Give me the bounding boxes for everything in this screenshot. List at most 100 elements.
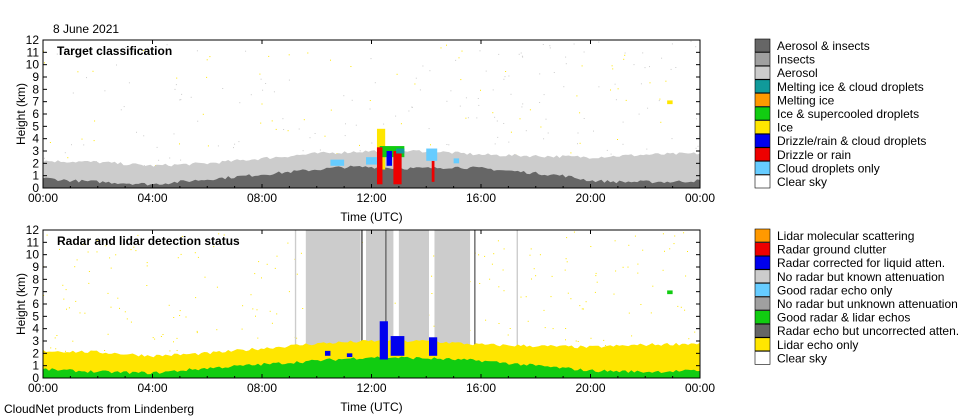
noise-speckle — [564, 269, 566, 271]
noise-speckle — [539, 102, 541, 103]
noise-speckle — [539, 254, 541, 256]
noise-speckle — [302, 150, 304, 152]
noise-speckle — [617, 88, 619, 90]
noise-speckle — [613, 293, 615, 295]
noise-speckle — [63, 298, 65, 300]
noise-speckle — [369, 108, 371, 110]
noise-speckle — [343, 95, 345, 97]
layer-aerosol-insects — [43, 165, 700, 188]
noise-speckle — [81, 138, 83, 140]
noise-speckle — [627, 266, 629, 268]
feature-radar-corrected-for-liquid-atten- — [390, 336, 405, 356]
legend-label: Clear sky — [777, 175, 827, 189]
noise-speckle — [359, 150, 361, 152]
x-tick-label: 12:00 — [356, 381, 386, 395]
feature-drizzle-or-rain — [393, 151, 402, 185]
noise-speckle — [146, 262, 148, 264]
noise-speckle — [56, 53, 58, 55]
noise-speckle — [49, 142, 51, 143]
band-no-radar-but-known-attenuation — [294, 230, 297, 378]
noise-speckle — [494, 116, 496, 118]
noise-speckle — [450, 90, 452, 92]
noise-speckle — [71, 144, 72, 146]
noise-speckle — [624, 52, 626, 54]
noise-speckle — [664, 250, 665, 252]
noise-speckle — [533, 268, 535, 270]
noise-speckle — [598, 86, 600, 88]
noise-speckle — [521, 106, 523, 108]
noise-speckle — [179, 143, 180, 145]
noise-speckle — [50, 347, 52, 349]
noise-speckle — [64, 152, 66, 154]
noise-speckle — [143, 165, 145, 167]
noise-speckle — [573, 43, 575, 45]
noise-speckle — [146, 285, 148, 286]
noise-speckle — [590, 246, 592, 247]
noise-speckle — [565, 56, 567, 58]
noise-speckle — [429, 70, 431, 72]
noise-speckle — [585, 301, 587, 303]
noise-speckle — [206, 59, 208, 61]
noise-speckle — [105, 245, 107, 247]
y-axis-label: Height (km) — [14, 273, 28, 335]
noise-speckle — [109, 257, 111, 259]
noise-speckle — [238, 141, 240, 143]
noise-speckle — [66, 308, 67, 310]
noise-speckle — [549, 47, 551, 49]
noise-speckle — [673, 243, 675, 245]
noise-speckle — [566, 237, 568, 239]
noise-speckle — [374, 82, 376, 84]
noise-speckle — [75, 300, 77, 302]
legend-label: Drizzle/rain & cloud droplets — [777, 134, 926, 148]
noise-speckle — [72, 340, 74, 342]
noise-speckle — [492, 112, 494, 114]
noise-speckle — [117, 297, 119, 299]
noise-speckle — [549, 45, 551, 47]
noise-speckle — [177, 257, 179, 259]
noise-speckle — [458, 57, 460, 59]
noise-speckle — [614, 83, 616, 85]
noise-speckle — [133, 246, 135, 248]
noise-speckle — [86, 77, 87, 79]
noise-speckle — [459, 105, 461, 107]
noise-speckle — [579, 112, 581, 114]
noise-speckle — [302, 308, 304, 309]
noise-speckle — [330, 109, 332, 111]
noise-speckle — [288, 291, 290, 293]
legend-label: Good radar & lidar echos — [777, 311, 910, 325]
noise-speckle — [566, 261, 568, 263]
noise-speckle — [581, 308, 583, 310]
noise-speckle — [509, 328, 511, 329]
noise-speckle — [631, 335, 633, 337]
noise-speckle — [126, 318, 128, 320]
noise-speckle — [396, 73, 398, 75]
noise-speckle — [605, 345, 607, 346]
legend-swatch — [754, 269, 771, 284]
x-axis-label: Time (UTC) — [340, 210, 402, 224]
noise-speckle — [431, 275, 433, 277]
panel-1 — [42, 38, 771, 189]
noise-speckle — [181, 235, 183, 237]
noise-speckle — [503, 123, 505, 124]
legend-swatch — [754, 133, 771, 148]
noise-speckle — [478, 254, 480, 256]
noise-speckle — [125, 47, 127, 48]
noise-speckle — [174, 88, 176, 90]
noise-speckle — [76, 259, 78, 261]
noise-speckle — [44, 62, 45, 64]
noise-speckle — [502, 269, 504, 271]
noise-speckle — [77, 71, 79, 73]
noise-speckle — [110, 306, 112, 308]
noise-speckle — [156, 146, 158, 148]
noise-speckle — [196, 50, 198, 52]
legend-label: Aerosol — [777, 66, 818, 80]
noise-speckle — [116, 64, 117, 66]
noise-speckle — [296, 337, 298, 339]
noise-speckle — [104, 350, 106, 351]
noise-speckle — [518, 53, 520, 55]
noise-speckle — [350, 66, 352, 67]
noise-speckle — [529, 254, 531, 256]
noise-speckle — [96, 251, 98, 253]
legend-swatch — [754, 351, 771, 365]
y-tick-label: 7 — [32, 95, 39, 109]
